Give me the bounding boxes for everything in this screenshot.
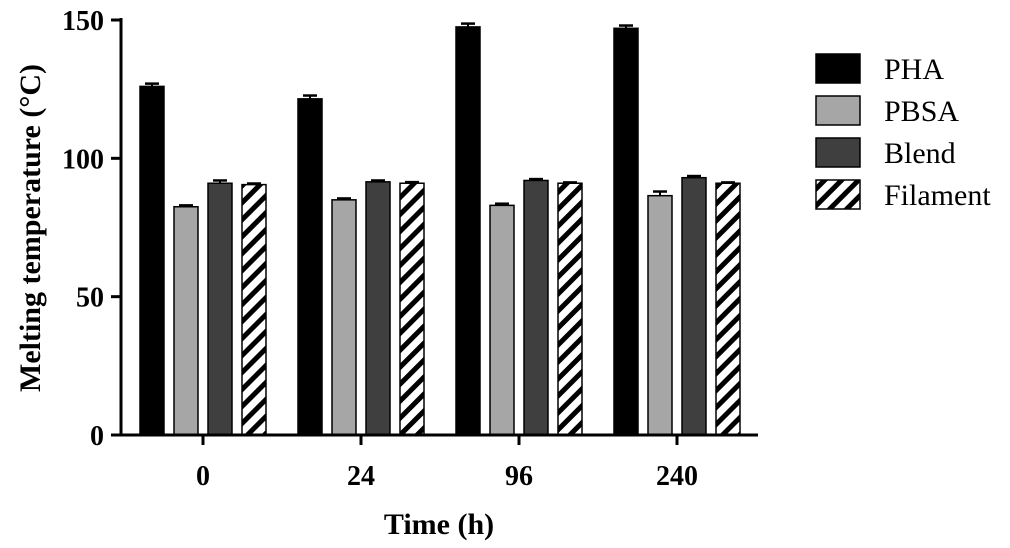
bar-pbsa-24 [331, 199, 357, 436]
y-tick-label-50: 50 [76, 283, 104, 314]
bar-pbsa-96 [489, 204, 515, 436]
bar-pbsa-240 [647, 194, 673, 436]
x-tick-label-240: 240 [656, 461, 698, 492]
legend-label-blend: Blend [884, 137, 956, 170]
legend-label-pha: PHA [884, 53, 944, 86]
bar-pha-24 [297, 98, 323, 436]
bar-pha-0 [139, 85, 165, 436]
bar-filament-0 [241, 183, 267, 436]
bar-blend-240 [681, 176, 707, 436]
bar-blend-96 [523, 179, 549, 436]
bar-filament-96 [557, 182, 583, 436]
y-tick-label-0: 0 [90, 421, 104, 452]
y-tick-label-150: 150 [62, 6, 104, 37]
bar-filament-24 [399, 182, 425, 436]
bar-filament-240 [715, 182, 741, 436]
legend-swatch-pbsa [815, 95, 861, 126]
bar-pha-96 [455, 26, 481, 436]
legend-label-pbsa: PBSA [884, 95, 959, 128]
x-tick-label-0: 0 [196, 461, 210, 492]
x-axis-title: Time (h) [384, 508, 494, 541]
bar-blend-24 [365, 181, 391, 436]
bar-pbsa-0 [173, 206, 199, 436]
x-tick-label-24: 24 [347, 461, 375, 492]
legend-swatch-pha [815, 53, 861, 84]
y-axis-title: Melting temperature (°C) [14, 64, 47, 392]
legend-label-filament: Filament [884, 179, 991, 212]
bar-pha-240 [613, 27, 639, 436]
legend: PHA PBSA Blend Filament [815, 53, 991, 212]
axes: Time (h) Melting temperature (°C) 0 50 100… [14, 6, 758, 541]
plot-area [139, 22, 741, 436]
legend-swatch-blend [815, 137, 861, 168]
x-tick-label-96: 96 [505, 461, 533, 492]
bar-blend-0 [207, 182, 233, 436]
y-tick-label-100: 100 [62, 144, 104, 175]
legend-swatch-filament [815, 179, 861, 210]
